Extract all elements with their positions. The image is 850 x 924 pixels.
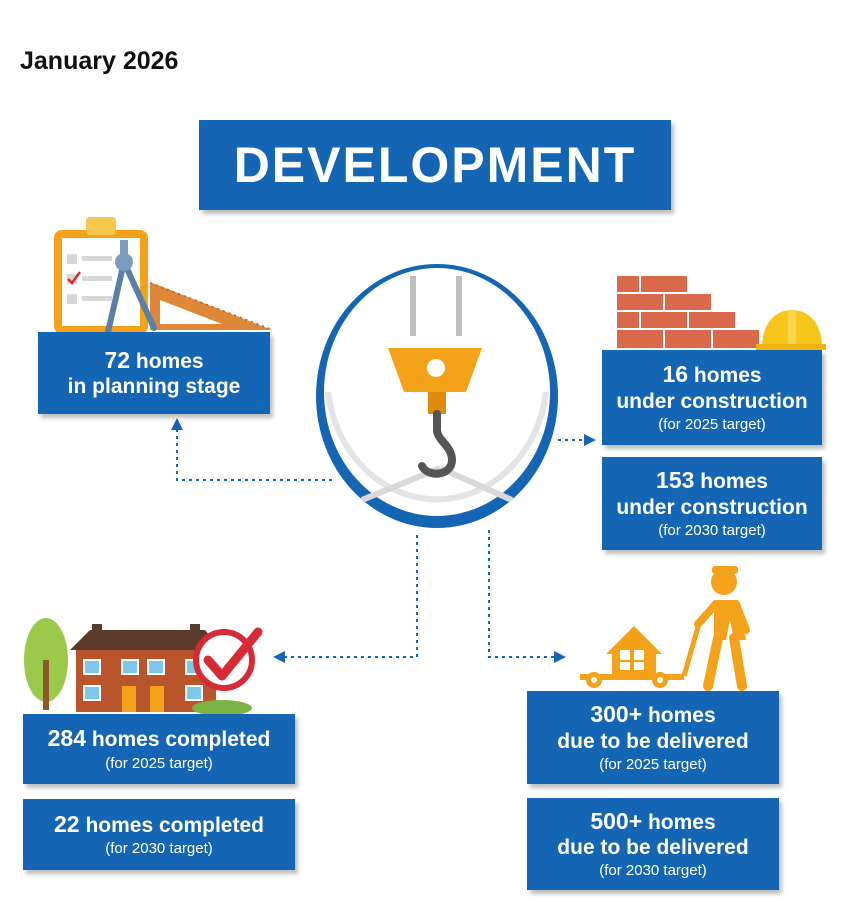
completed-2025-main: 284 homes completed bbox=[48, 725, 271, 753]
crane-hook-icon bbox=[316, 264, 558, 528]
page-title-text: DEVELOPMENT bbox=[233, 137, 637, 193]
planning-main: 72 homes bbox=[104, 347, 203, 375]
completed-2030-main: 22 homes completed bbox=[54, 811, 264, 839]
report-date: January 2026 bbox=[20, 47, 179, 75]
construction-2025-main: 16 homes bbox=[662, 361, 761, 389]
connector-planning bbox=[176, 428, 332, 481]
construction-2025-unit: homes bbox=[693, 364, 762, 388]
planning-line2: in planning stage bbox=[67, 375, 241, 399]
delivered-2025-note: (for 2025 target) bbox=[599, 755, 707, 773]
tree-icon bbox=[24, 618, 68, 710]
completed-2025-note: (for 2025 target) bbox=[105, 754, 213, 772]
delivered-2025-stat: 300+ homes due to be delivered (for 2025… bbox=[527, 691, 779, 784]
delivered-2025-number: 300+ bbox=[590, 701, 643, 728]
page-title: DEVELOPMENT bbox=[199, 120, 671, 210]
construction-2025-stat: 16 homes under construction (for 2025 ta… bbox=[602, 350, 822, 445]
delivered-2030-unit: homes bbox=[647, 810, 716, 834]
delivered-2030-stat: 500+ homes due to be delivered (for 2030… bbox=[527, 798, 779, 890]
delivered-2030-line2: due to be delivered bbox=[557, 836, 749, 860]
construction-2025-note: (for 2025 target) bbox=[658, 415, 766, 433]
house-icon bbox=[70, 624, 222, 712]
delivery-worker-icon bbox=[580, 566, 750, 691]
arrowhead-right-2 bbox=[554, 651, 566, 663]
construction-2030-unit: homes bbox=[700, 470, 768, 494]
delivered-2030-number: 500+ bbox=[590, 807, 643, 834]
connector-arrowheads bbox=[171, 418, 596, 663]
planning-stat: 72 homes in planning stage bbox=[38, 332, 270, 414]
construction-2030-main: 153 homes bbox=[656, 467, 768, 495]
delivered-2025-main: 300+ homes bbox=[590, 701, 715, 729]
planning-number: 72 bbox=[104, 346, 131, 373]
completed-2025-stat: 284 homes completed (for 2025 target) bbox=[23, 714, 295, 784]
planning-unit: homes bbox=[135, 349, 204, 373]
completed-2025-number: 284 bbox=[47, 725, 86, 752]
construction-2030-line2: under construction bbox=[616, 495, 808, 519]
delivered-2025-line2: due to be delivered bbox=[557, 729, 749, 753]
bricks-icon bbox=[615, 274, 761, 350]
construction-2025-number: 16 bbox=[662, 361, 689, 388]
arrowhead-left bbox=[273, 651, 285, 663]
completed-2025-unit: homes completed bbox=[91, 728, 271, 752]
construction-2030-stat: 153 homes under construction (for 2030 t… bbox=[602, 457, 822, 550]
ruler-icon bbox=[149, 282, 272, 330]
checkmark-icon bbox=[192, 627, 263, 716]
compass-icon bbox=[105, 240, 157, 335]
arrowhead-right bbox=[584, 434, 596, 446]
arrowhead-up bbox=[171, 418, 183, 430]
construction-2025-line2: under construction bbox=[616, 389, 808, 413]
construction-2030-note: (for 2030 target) bbox=[658, 521, 766, 539]
completed-2030-stat: 22 homes completed (for 2030 target) bbox=[23, 799, 295, 870]
completed-2030-number: 22 bbox=[54, 810, 80, 837]
completed-2030-note: (for 2030 target) bbox=[105, 840, 213, 858]
delivered-2025-unit: homes bbox=[647, 704, 716, 728]
construction-2030-number: 153 bbox=[656, 467, 695, 494]
completed-2030-unit: homes completed bbox=[85, 813, 264, 837]
delivered-2030-note: (for 2030 target) bbox=[599, 862, 707, 880]
connector-lines bbox=[176, 428, 585, 658]
hard-hat-icon bbox=[756, 310, 826, 350]
connector-completed bbox=[285, 535, 418, 658]
connector-delivered bbox=[488, 530, 555, 658]
delivered-2030-main: 500+ homes bbox=[590, 808, 715, 836]
clipboard-icon bbox=[54, 217, 148, 334]
